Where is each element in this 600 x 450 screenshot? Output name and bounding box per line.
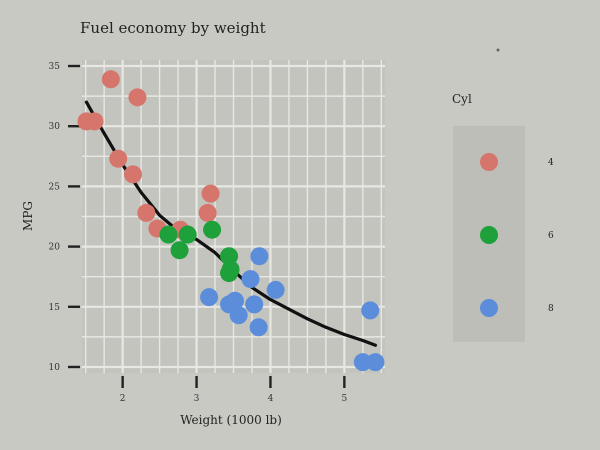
x-tick-label: 2 (120, 394, 126, 404)
y-tick-label: 35 (49, 62, 61, 72)
point-cyl-6 (203, 220, 222, 239)
legend-swatch-cyl-8 (480, 299, 498, 317)
y-tick-label: 25 (49, 182, 61, 192)
point-cyl-4 (198, 203, 217, 222)
point-cyl-4 (101, 70, 120, 89)
y-tick-label: 20 (49, 243, 61, 253)
legend: 4 6 8 (480, 153, 554, 317)
point-cyl-6 (221, 260, 240, 279)
legend-label-cyl-4: 4 (548, 158, 554, 168)
point-cyl-8 (266, 280, 285, 299)
point-cyl-8 (225, 291, 244, 310)
x-tick-label: 4 (268, 394, 274, 404)
point-cyl-4 (128, 88, 147, 107)
legend-swatch-cyl-6 (480, 226, 498, 244)
point-cyl-8 (241, 270, 260, 289)
grid (82, 60, 385, 373)
point-cyl-4 (201, 184, 220, 203)
data-points (77, 70, 385, 372)
point-cyl-8 (353, 353, 372, 372)
y-axis: 10 15 20 25 30 35 (49, 62, 80, 373)
point-cyl-4 (109, 149, 128, 168)
point-cyl-4 (137, 203, 156, 222)
legend-swatch-cyl-4 (480, 153, 498, 171)
point-cyl-8 (249, 318, 268, 337)
y-tick-label: 30 (49, 122, 61, 132)
x-tick-label: 3 (194, 394, 200, 404)
x-axis: 2 3 4 5 (120, 376, 347, 404)
point-cyl-4 (123, 165, 142, 184)
point-cyl-8 (229, 306, 248, 325)
point-cyl-8 (245, 295, 264, 314)
point-cyl-6 (178, 225, 197, 244)
legend-title: Cyl (452, 92, 472, 106)
legend-label-cyl-8: 8 (548, 304, 554, 314)
point-cyl-4 (85, 112, 104, 131)
point-cyl-8 (200, 288, 219, 307)
point-cyl-6 (170, 241, 189, 260)
point-cyl-6 (220, 247, 239, 266)
x-tick-label: 5 (341, 394, 347, 404)
point-cyl-8 (361, 301, 380, 320)
x-axis-label: Weight (1000 lb) (180, 413, 282, 427)
point-cyl-6 (159, 225, 178, 244)
point-cyl-8 (366, 353, 385, 372)
y-tick-label: 10 (49, 363, 61, 373)
y-tick-label: 15 (49, 303, 61, 313)
decorative-dot (496, 48, 500, 52)
point-cyl-8 (250, 247, 269, 266)
legend-label-cyl-6: 6 (548, 231, 554, 241)
y-axis-label: MPG (21, 201, 35, 231)
chart-title: Fuel economy by weight (80, 19, 266, 37)
